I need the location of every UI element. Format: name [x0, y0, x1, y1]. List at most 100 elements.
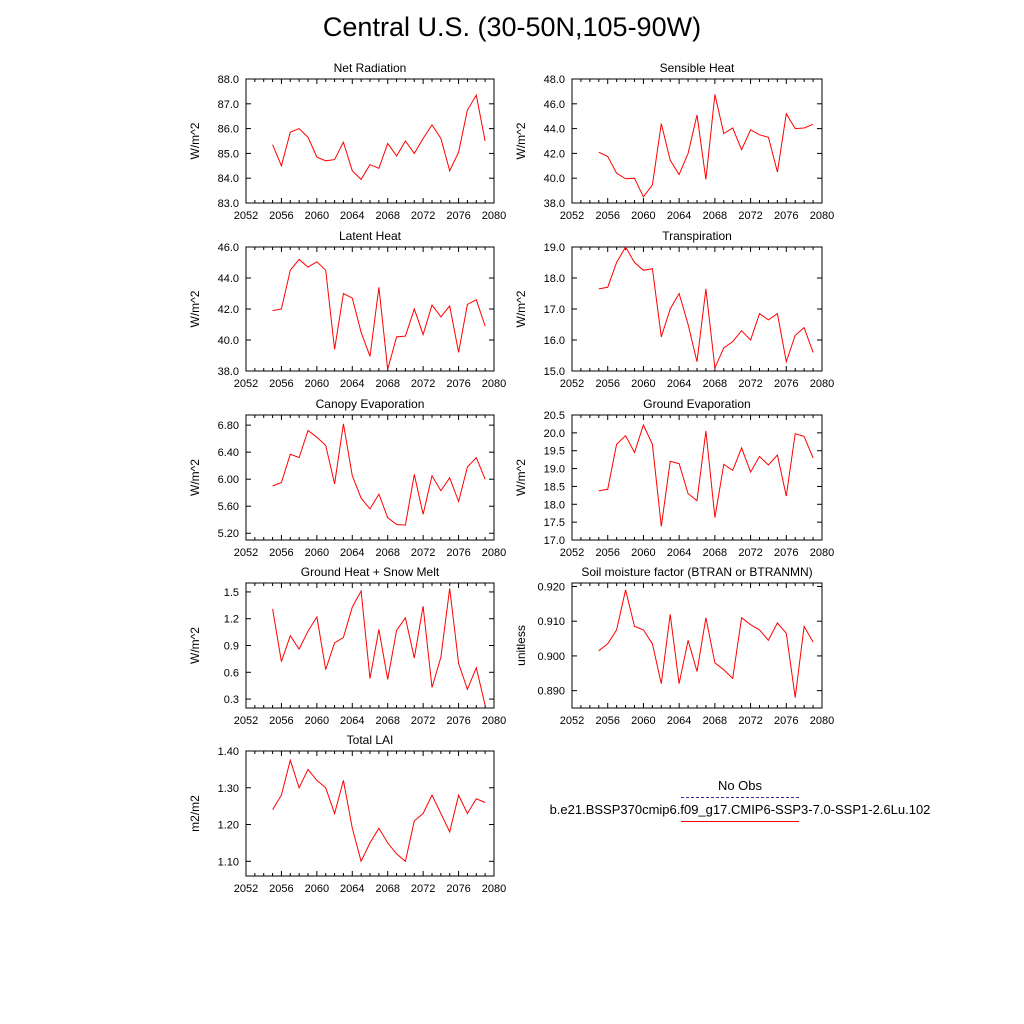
page-title: Central U.S. (30-50N,105-90W) — [322, 12, 702, 42]
data-point — [325, 669, 326, 670]
data-point — [625, 435, 626, 436]
data-point — [290, 635, 291, 636]
data-point — [361, 498, 362, 499]
data-point — [696, 361, 697, 362]
y-tick-label: 6.40 — [218, 447, 239, 459]
data-point — [607, 287, 608, 288]
data-point — [369, 164, 370, 165]
data-point — [414, 657, 415, 658]
series-line — [272, 258, 486, 370]
data-point — [467, 689, 468, 690]
y-tick-label: 0.890 — [537, 686, 565, 698]
x-tick-label: 2064 — [340, 547, 364, 559]
x-tick-label: 2060 — [631, 378, 655, 390]
data-point — [307, 430, 308, 431]
data-point — [352, 298, 353, 299]
data-point — [467, 813, 468, 814]
series-line — [598, 423, 814, 527]
plot-title: Sensible Heat — [660, 61, 735, 75]
series-line — [272, 758, 486, 863]
series-line — [272, 588, 486, 706]
data-point — [272, 608, 273, 609]
data-point — [369, 678, 370, 679]
data-point — [476, 457, 477, 458]
data-point — [705, 431, 706, 432]
y-tick-label: 19.0 — [544, 242, 565, 254]
x-tick-label: 2080 — [810, 210, 834, 222]
x-tick-label: 2080 — [482, 715, 506, 727]
x-tick-label: 2060 — [631, 210, 655, 222]
data-point — [661, 123, 662, 124]
data-point — [440, 138, 441, 139]
data-point — [414, 153, 415, 154]
data-point — [696, 500, 697, 501]
plot-title: Transpiration — [662, 229, 732, 243]
data-point — [405, 140, 406, 141]
data-point — [485, 326, 486, 327]
data-point — [679, 174, 680, 175]
data-point — [334, 813, 335, 814]
x-tick-label: 2072 — [738, 715, 762, 727]
data-point — [786, 113, 787, 114]
data-point — [696, 114, 697, 115]
y-tick-label: 15.0 — [544, 366, 565, 378]
data-point — [449, 477, 450, 478]
x-tick-label: 2072 — [738, 547, 762, 559]
data-point — [777, 313, 778, 314]
y-tick-label: 0.6 — [224, 667, 239, 679]
x-tick-label: 2076 — [774, 210, 798, 222]
data-point — [768, 464, 769, 465]
plot-title: Latent Heat — [339, 229, 402, 243]
x-tick-label: 2076 — [446, 715, 470, 727]
plot-frame — [245, 750, 495, 877]
plot-title: Canopy Evaporation — [316, 397, 425, 411]
data-point — [723, 347, 724, 348]
y-tick-label: 83.0 — [218, 198, 239, 210]
y-tick-label: 16.0 — [544, 335, 565, 347]
data-point — [643, 424, 644, 425]
data-point — [750, 472, 751, 473]
data-point — [467, 466, 468, 467]
data-point — [732, 127, 733, 128]
data-point — [759, 134, 760, 135]
plot-title: Total LAI — [347, 733, 394, 747]
data-point — [795, 128, 796, 129]
data-point — [290, 454, 291, 455]
data-point — [670, 160, 671, 161]
data-point — [281, 795, 282, 796]
data-point — [634, 178, 635, 179]
x-tick-label: 2056 — [269, 883, 293, 895]
x-tick-label: 2068 — [375, 378, 399, 390]
y-tick-label: 48.0 — [544, 74, 565, 86]
x-tick-label: 2068 — [703, 378, 727, 390]
data-point — [458, 501, 459, 502]
legend-model-label: b.e21.BSSP370cmip6.f09_g17.CMIP6-SSP3-7.… — [549, 802, 931, 817]
data-point — [414, 820, 415, 821]
data-point — [759, 456, 760, 457]
data-point — [652, 184, 653, 185]
data-point — [759, 629, 760, 630]
y-tick-label: 84.0 — [218, 173, 239, 185]
data-point — [343, 780, 344, 781]
data-point — [414, 308, 415, 309]
x-tick-label: 2060 — [631, 547, 655, 559]
x-tick-label: 2080 — [810, 715, 834, 727]
x-tick-label: 2080 — [482, 378, 506, 390]
data-point — [723, 464, 724, 465]
y-axis-label: unitless — [514, 625, 528, 666]
data-point — [786, 361, 787, 362]
data-point — [458, 663, 459, 664]
y-axis-label: W/m^2 — [514, 459, 528, 496]
data-point — [334, 642, 335, 643]
y-tick-label: 0.9 — [224, 641, 239, 653]
plot-frame — [245, 78, 495, 204]
data-point — [290, 132, 291, 133]
y-tick-label: 0.910 — [537, 616, 565, 628]
data-point — [396, 336, 397, 337]
x-tick-label: 2052 — [234, 378, 258, 390]
data-point — [688, 640, 689, 641]
plot-frame — [571, 78, 823, 204]
data-point — [299, 649, 300, 650]
data-point — [431, 475, 432, 476]
